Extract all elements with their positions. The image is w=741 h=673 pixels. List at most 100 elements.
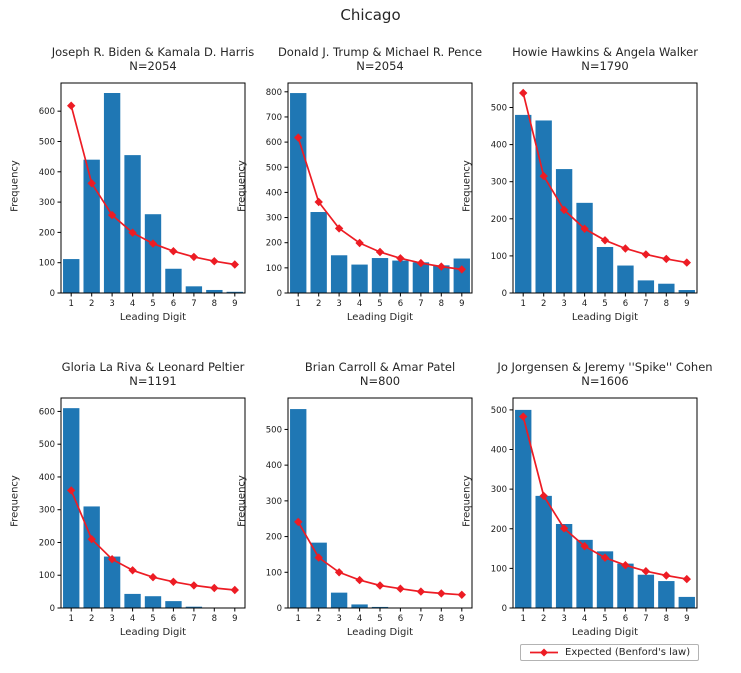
- benford-bar-chart: 0 100 200 300 400 500 1 2 3 4 5 6 7 8 9: [491, 397, 698, 624]
- subplot-lariva-peltier: Gloria La Riva & Leonard Peltier N=1191 …: [8, 360, 251, 638]
- svg-text:200: 200: [266, 533, 282, 543]
- svg-text:400: 400: [491, 446, 507, 456]
- svg-text:9: 9: [232, 614, 237, 624]
- svg-text:2: 2: [316, 299, 321, 309]
- subplot-carroll-patel: Brian Carroll & Amar Patel N=800 Frequen…: [235, 360, 478, 638]
- svg-text:3: 3: [109, 614, 114, 624]
- svg-text:2: 2: [541, 614, 546, 624]
- svg-text:100: 100: [266, 264, 282, 274]
- svg-text:200: 200: [39, 539, 55, 549]
- x-axis-label: Leading Digit: [346, 312, 414, 323]
- subplot-title: Gloria La Riva & Leonard Peltier: [61, 360, 245, 374]
- svg-text:600: 600: [39, 407, 55, 417]
- subplot-title: Joseph R. Biden & Kamala D. Harris: [51, 45, 255, 59]
- benford-bar-chart: 0 100 200 300 400 500 600 1 2 3 4 5 6 7 8 9: [39, 82, 246, 309]
- subplot-jorgensen-cohen: Jo Jorgensen & Jeremy ''Spike'' Cohen N=…: [460, 360, 713, 638]
- subplot-subtitle: N=1606: [581, 374, 629, 388]
- svg-text:0: 0: [277, 289, 282, 299]
- svg-text:3: 3: [561, 299, 566, 309]
- svg-text:100: 100: [491, 252, 507, 262]
- svg-text:200: 200: [491, 525, 507, 535]
- x-axis-label: Leading Digit: [571, 627, 639, 638]
- benford-bar-chart: 0 100 200 300 400 500 1 2 3 4 5 6 7 8 9: [266, 397, 473, 624]
- x-axis-label: Leading Digit: [571, 312, 639, 323]
- svg-text:2: 2: [89, 614, 94, 624]
- svg-text:4: 4: [130, 299, 135, 309]
- svg-text:6: 6: [623, 299, 628, 309]
- svg-text:400: 400: [491, 141, 507, 151]
- svg-text:6: 6: [623, 614, 628, 624]
- svg-text:9: 9: [232, 299, 237, 309]
- x-axis-label: Leading Digit: [119, 312, 187, 323]
- svg-text:7: 7: [643, 614, 648, 624]
- svg-text:500: 500: [39, 138, 55, 148]
- svg-text:4: 4: [357, 299, 362, 309]
- svg-text:7: 7: [643, 299, 648, 309]
- svg-text:700: 700: [266, 113, 282, 123]
- svg-text:100: 100: [491, 564, 507, 574]
- subplot-title: Brian Carroll & Amar Patel: [304, 360, 456, 374]
- y-axis-label: Frequency: [236, 474, 248, 527]
- y-axis-label: Frequency: [9, 159, 21, 212]
- svg-text:4: 4: [582, 299, 587, 309]
- svg-text:0: 0: [50, 604, 55, 614]
- svg-text:2: 2: [89, 299, 94, 309]
- subplot-subtitle: N=2054: [356, 59, 404, 73]
- subplot-title: Jo Jorgensen & Jeremy ''Spike'' Cohen: [497, 360, 713, 374]
- benford-bar-chart: 0 100 200 300 400 500 1 2 3 4 5 6 7 8 9: [491, 82, 698, 309]
- subplot-subtitle: N=1191: [129, 374, 177, 388]
- svg-text:1: 1: [295, 299, 300, 309]
- legend-label: Expected (Benford's law): [565, 647, 691, 658]
- legend: Expected (Benford's law): [520, 644, 700, 661]
- svg-text:200: 200: [491, 215, 507, 225]
- svg-text:6: 6: [398, 299, 403, 309]
- legend-line-marker-icon: [530, 648, 558, 657]
- svg-text:600: 600: [39, 107, 55, 117]
- svg-text:6: 6: [171, 299, 176, 309]
- svg-text:5: 5: [377, 614, 382, 624]
- svg-text:500: 500: [266, 425, 282, 435]
- svg-text:8: 8: [439, 614, 444, 624]
- svg-text:300: 300: [39, 198, 55, 208]
- svg-text:8: 8: [664, 299, 669, 309]
- svg-text:8: 8: [212, 614, 217, 624]
- benford-bar-chart: 0 100 200 300 400 500 600 700 800 1 2 3 4 5 6 7 8 9: [266, 82, 473, 309]
- svg-text:3: 3: [109, 299, 114, 309]
- svg-text:8: 8: [664, 614, 669, 624]
- svg-text:0: 0: [50, 289, 55, 299]
- svg-text:9: 9: [684, 299, 689, 309]
- svg-text:6: 6: [398, 614, 403, 624]
- svg-text:1: 1: [68, 299, 73, 309]
- subplot-trump-pence: Donald J. Trump & Michael R. Pence N=205…: [235, 45, 483, 323]
- svg-text:1: 1: [520, 614, 525, 624]
- subplot-title-block: Donald J. Trump & Michael R. Pence N=205…: [278, 45, 482, 73]
- svg-text:1: 1: [68, 614, 73, 624]
- benford-bar-chart: 0 100 200 300 400 500 600 1 2 3 4 5 6 7 8 9: [39, 397, 246, 624]
- svg-text:400: 400: [266, 461, 282, 471]
- svg-text:0: 0: [502, 289, 507, 299]
- svg-text:200: 200: [266, 239, 282, 249]
- subplot-hawkins-walker: Howie Hawkins & Angela Walker N=1790 Fre…: [460, 45, 703, 323]
- svg-text:5: 5: [602, 614, 607, 624]
- subplot-title-block: Joseph R. Biden & Kamala D. Harris N=205…: [52, 45, 255, 73]
- subplot-title-block: Howie Hawkins & Angela Walker N=1790: [512, 45, 698, 73]
- svg-text:300: 300: [266, 497, 282, 507]
- svg-text:7: 7: [418, 614, 423, 624]
- subplot-subtitle: N=800: [359, 374, 401, 388]
- svg-text:1: 1: [520, 299, 525, 309]
- svg-text:0: 0: [502, 604, 507, 614]
- svg-text:800: 800: [266, 88, 282, 98]
- subplot-title-block: Jo Jorgensen & Jeremy ''Spike'' Cohen N=…: [497, 360, 712, 388]
- y-axis-label: Frequency: [9, 474, 21, 527]
- figure-title: Chicago: [340, 6, 401, 24]
- svg-text:5: 5: [150, 299, 155, 309]
- svg-text:5: 5: [377, 299, 382, 309]
- svg-text:5: 5: [602, 299, 607, 309]
- svg-text:300: 300: [266, 214, 282, 224]
- y-axis-label: Frequency: [461, 159, 473, 212]
- svg-text:6: 6: [171, 614, 176, 624]
- x-axis-label: Leading Digit: [119, 627, 187, 638]
- svg-text:300: 300: [39, 506, 55, 516]
- svg-text:7: 7: [191, 614, 196, 624]
